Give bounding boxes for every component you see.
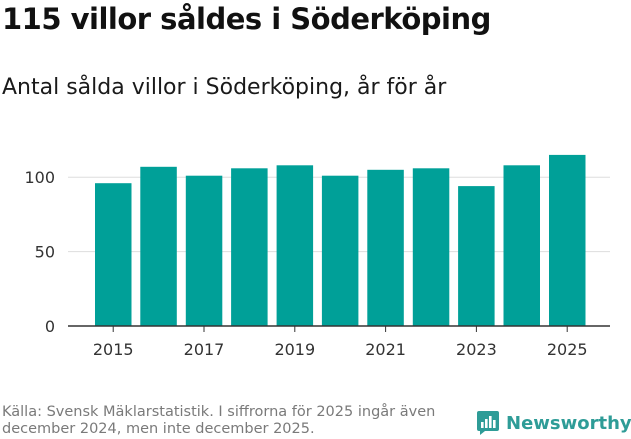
x-axis-ticks: 2015 2017 2019 2021 2023 2025: [93, 326, 588, 359]
bar-2019[interactable]: [276, 165, 314, 326]
bar-chart: 0 50 100 2015 2017 2019 2021 2023 2025: [24, 154, 610, 359]
bars: [95, 154, 586, 326]
bar-2015[interactable]: [95, 183, 132, 326]
x-tick-label: 2019: [274, 340, 315, 359]
x-tick-label: 2017: [184, 340, 225, 359]
bar-2020[interactable]: [321, 175, 359, 326]
bar-2025[interactable]: [549, 154, 586, 326]
x-tick-label: 2025: [547, 340, 588, 359]
y-axis-ticks: 0 50 100: [24, 168, 55, 336]
x-tick-label: 2021: [365, 340, 406, 359]
newsworthy-logo[interactable]: Newsworthy: [476, 409, 631, 437]
y-tick-label: 50: [35, 243, 55, 262]
brand-name: Newsworthy: [506, 412, 631, 434]
x-tick-label: 2023: [456, 340, 497, 359]
bar-2016[interactable]: [140, 166, 177, 326]
y-tick-label: 100: [24, 168, 55, 187]
bar-2023[interactable]: [458, 186, 495, 326]
chart-subtitle: Antal sålda villor i Söderköping, år för…: [2, 75, 447, 100]
bar-chart-logo-icon: [477, 411, 499, 435]
y-tick-label: 0: [45, 317, 55, 336]
bar-2024[interactable]: [503, 165, 541, 326]
bar-2021[interactable]: [367, 169, 404, 326]
source-note: Källa: Svensk Mäklarstatistik. I siffror…: [2, 404, 436, 437]
bar-2022[interactable]: [412, 168, 450, 326]
bar-2018[interactable]: [231, 168, 268, 326]
chart-title: 115 villor såldes i Söderköping: [2, 2, 491, 36]
x-tick-label: 2015: [93, 340, 134, 359]
bar-2017[interactable]: [185, 175, 223, 326]
